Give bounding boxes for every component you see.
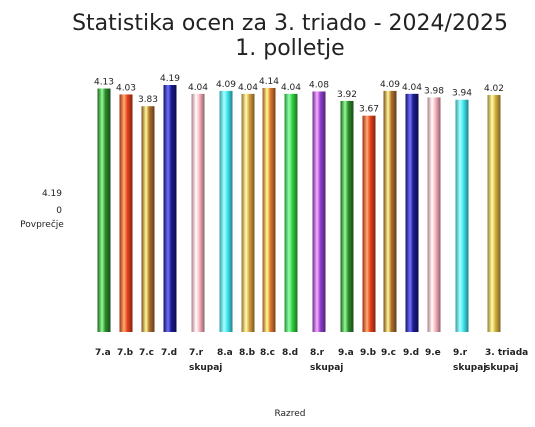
x-tick-label: 7.b bbox=[117, 348, 134, 358]
bar bbox=[284, 93, 298, 332]
value-label: 3.67 bbox=[359, 105, 379, 115]
y-tick-label: 4.19 bbox=[42, 189, 62, 199]
x-tick-label: 9.d bbox=[403, 348, 420, 358]
x-tick-label: 9.r skupaj bbox=[453, 348, 487, 373]
x-tick-label: 7.a bbox=[95, 348, 111, 358]
value-label: 4.04 bbox=[402, 83, 422, 93]
value-label: 4.02 bbox=[484, 84, 504, 94]
x-tick-label: 8.r skupaj bbox=[310, 348, 344, 373]
x-tick-label: 7.c bbox=[139, 348, 155, 358]
y-tick-label: 0 bbox=[56, 206, 62, 216]
bar bbox=[405, 93, 419, 332]
x-tick-label: 8.b bbox=[239, 348, 256, 358]
value-label: 4.04 bbox=[188, 83, 208, 93]
value-label: 4.09 bbox=[216, 80, 236, 90]
bar bbox=[312, 91, 326, 332]
value-label: 3.92 bbox=[337, 90, 357, 100]
x-tick-label: 8.c bbox=[260, 348, 276, 358]
value-label: 4.04 bbox=[238, 83, 258, 93]
bar bbox=[362, 115, 376, 333]
value-label: 3.83 bbox=[138, 95, 158, 105]
x-tick-label: 3. triada skupaj bbox=[485, 348, 529, 373]
bar bbox=[219, 90, 233, 332]
x-tick-label: 7.d bbox=[161, 348, 178, 358]
bar bbox=[383, 90, 397, 332]
x-axis-title: Razred bbox=[274, 409, 305, 419]
bar bbox=[262, 87, 276, 332]
x-tick-label: 9.b bbox=[360, 348, 377, 358]
chart-subtitle: 1. polletje bbox=[235, 36, 344, 61]
x-tick-label: 8.a bbox=[217, 348, 233, 358]
bar bbox=[97, 88, 111, 333]
x-tick-label: 9.a bbox=[338, 348, 354, 358]
bar bbox=[487, 95, 501, 332]
value-label: 4.14 bbox=[259, 77, 279, 87]
bar bbox=[141, 106, 155, 332]
value-label: 4.03 bbox=[116, 83, 136, 93]
x-tick-label: 7.r skupaj bbox=[189, 348, 223, 373]
bar bbox=[340, 100, 354, 332]
bar bbox=[119, 94, 133, 333]
value-label: 4.09 bbox=[380, 80, 400, 90]
bar bbox=[191, 93, 205, 332]
bar bbox=[241, 93, 255, 332]
y-axis-title: Povprečje bbox=[20, 219, 64, 230]
value-label: 4.04 bbox=[281, 83, 301, 93]
bar bbox=[455, 99, 469, 332]
value-label: 3.98 bbox=[424, 86, 444, 96]
chart-title: Statistika ocen za 3. triado - 2024/2025 bbox=[72, 11, 508, 36]
value-label: 3.94 bbox=[452, 89, 472, 99]
x-tick-label: 9.e bbox=[425, 348, 441, 358]
value-label: 4.13 bbox=[94, 78, 114, 88]
value-label: 4.08 bbox=[309, 80, 329, 90]
bar bbox=[163, 85, 177, 332]
value-label: 4.19 bbox=[160, 74, 180, 84]
x-tick-label: 9.c bbox=[381, 348, 397, 358]
x-tick-label: 8.d bbox=[282, 348, 299, 358]
bar bbox=[427, 97, 441, 332]
